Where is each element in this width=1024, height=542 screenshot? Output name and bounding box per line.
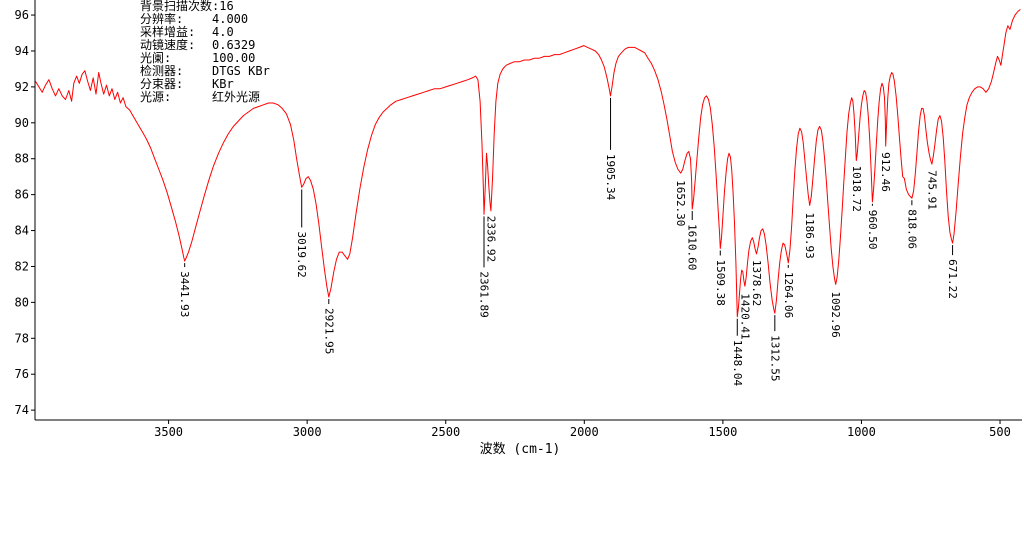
param-label: 动镜速度:: [140, 38, 196, 52]
param-label: 光阑:: [140, 51, 172, 65]
y-tick-label: 82: [15, 259, 29, 273]
y-tick-label: 88: [15, 152, 29, 166]
param-value: DTGS KBr: [212, 64, 270, 78]
param-label: 分辨率:: [140, 12, 184, 26]
peak-label: 2361.89: [478, 271, 491, 317]
y-tick-label: 92: [15, 80, 29, 94]
peak-label: 1092.96: [829, 291, 842, 337]
param-row: 采样增益: 4.0: [140, 26, 270, 39]
instrument-params: 背景扫描次数: 16 分辨率: 4.000 采样增益: 4.0 动镜速度: 0.…: [140, 0, 270, 104]
peak-label: 1905.34: [604, 154, 617, 201]
x-tick-label: 3000: [293, 425, 322, 439]
y-tick-label: 74: [15, 403, 29, 417]
x-tick-label: 3500: [154, 425, 183, 439]
peak-label: 818.06: [905, 209, 918, 249]
param-label: 分束器:: [140, 77, 184, 91]
peak-label: 1018.72: [850, 166, 863, 212]
param-label: 光源:: [140, 90, 172, 104]
peak-label: 1312.55: [768, 335, 781, 381]
peak-label: 1448.04: [731, 340, 744, 387]
x-axis-title: 波数 (cm-1): [480, 442, 561, 457]
x-tick-label: 1500: [708, 425, 737, 439]
peak-label: 2921.95: [322, 308, 335, 354]
param-value: 100.00: [212, 51, 256, 65]
param-value: 0.6329: [212, 38, 256, 52]
peak-label: 1378.62: [750, 260, 763, 306]
param-value: 16: [219, 0, 234, 13]
x-tick-label: 2500: [431, 425, 460, 439]
y-tick-label: 86: [15, 188, 29, 202]
peak-label: 912.46: [879, 152, 892, 192]
peak-label: 1652.30: [674, 180, 687, 226]
param-row: 动镜速度: 0.6329: [140, 39, 270, 52]
param-value: KBr: [212, 77, 234, 91]
param-row: 检测器: DTGS KBr: [140, 65, 270, 78]
y-tick-label: 78: [15, 331, 29, 345]
peak-label: 1509.38: [714, 260, 727, 306]
spectrum-curve: [35, 9, 1021, 318]
param-value: 4.0: [212, 25, 234, 39]
y-tick-label: 90: [15, 116, 29, 130]
x-tick-label: 1000: [847, 425, 876, 439]
peak-label: 2336.92: [484, 216, 497, 262]
param-row: 分辨率: 4.000: [140, 13, 270, 26]
y-tick-label: 94: [15, 44, 29, 58]
y-tick-label: 80: [15, 295, 29, 309]
param-value: 红外光源: [212, 90, 261, 104]
peak-label: 1264.06: [782, 272, 795, 318]
y-tick-label: 96: [15, 8, 29, 22]
peak-label: 1420.41: [738, 293, 751, 339]
peak-label: 960.50: [866, 210, 879, 250]
param-row: 背景扫描次数: 16: [140, 0, 270, 13]
param-row: 光源: 红外光源: [140, 91, 270, 104]
param-row: 光阑: 100.00: [140, 52, 270, 65]
param-label: 采样增益:: [140, 25, 196, 39]
peak-label: 3441.93: [178, 271, 191, 317]
x-tick-label: 2000: [570, 425, 599, 439]
param-label: 背景扫描次数:: [140, 0, 220, 13]
param-value: 4.000: [212, 12, 249, 26]
peak-label: 745.91: [925, 170, 938, 210]
peak-label: 3019.62: [295, 231, 308, 277]
peak-label: 671.22: [946, 259, 959, 299]
peak-label: 1610.60: [686, 224, 699, 270]
param-row: 分束器: KBr: [140, 78, 270, 91]
y-tick-label: 76: [15, 367, 29, 381]
x-tick-label: 500: [989, 425, 1011, 439]
y-tick-label: 84: [15, 224, 29, 238]
peak-label: 1186.93: [803, 212, 816, 258]
param-label: 检测器:: [140, 64, 184, 78]
